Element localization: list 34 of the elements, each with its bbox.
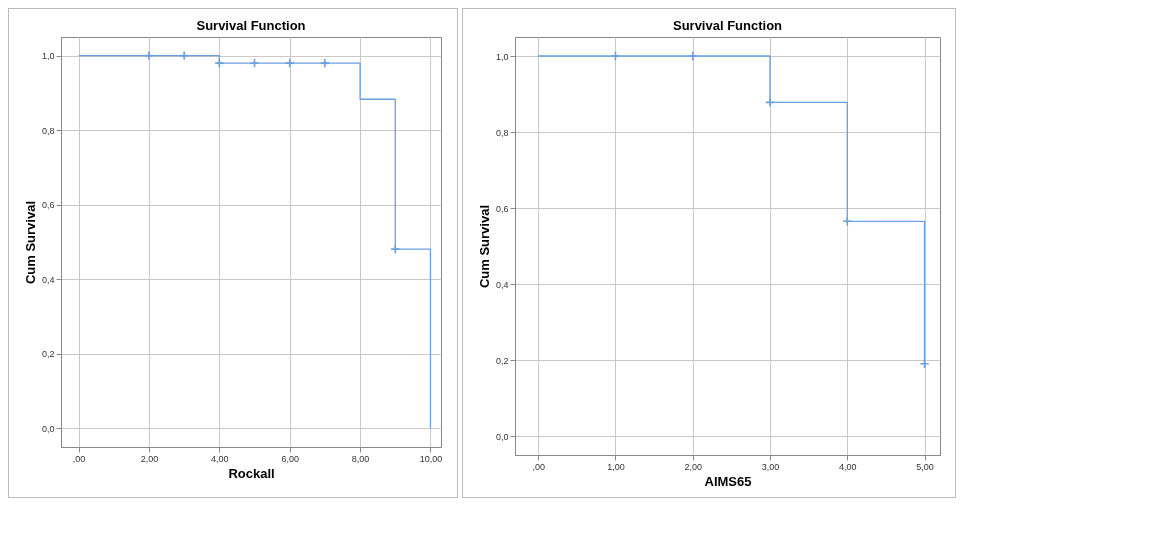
x-tick-label: 10,00 [419, 453, 443, 464]
x-tick-label: 3,00 [761, 461, 780, 472]
x-tick-label: 4,00 [211, 453, 229, 464]
point [390, 244, 401, 255]
y-tick-label: 0,2 [41, 349, 55, 360]
y-axis-title: Cum Survival [22, 200, 38, 285]
x-tick-label: 2,00 [684, 461, 702, 472]
y-tick-label: 0,2 [495, 355, 509, 366]
y-tick-label: 0,4 [495, 279, 509, 290]
x-tick-label: 2,00 [140, 453, 159, 464]
x-axis-title: Rockall [228, 465, 275, 481]
x-tick-label: 5,00 [916, 461, 934, 472]
point [687, 51, 698, 61]
x-tick-label: 8,00 [351, 453, 370, 464]
y-tick-label: 1,0 [495, 51, 509, 62]
x-tick-label: 4,00 [839, 461, 857, 472]
x-tick-label: ,00 [532, 461, 545, 472]
y-tick-label: 1,0 [41, 51, 55, 62]
y-tick-label: 0,0 [41, 423, 55, 434]
y-tick-label: 0,6 [495, 203, 509, 214]
x-tick-label: 6,00 [281, 453, 299, 464]
y-axis-title: Cum Survival [476, 204, 492, 289]
chart-title: Survival Function [196, 18, 306, 33]
point [284, 58, 295, 69]
chart-title: Survival Function [672, 18, 783, 33]
x-tick-label: ,00 [72, 453, 86, 464]
x-axis-title: AIMS65 [704, 473, 752, 489]
y-tick-label: 0,6 [41, 200, 55, 211]
y-tick-label: 0,8 [495, 127, 509, 138]
y-tick-label: 0,0 [495, 431, 509, 442]
point [319, 58, 330, 69]
y-tick-label: 0,4 [41, 274, 55, 285]
y-tick-label: 0,8 [41, 125, 55, 136]
x-tick-label: 1,00 [607, 461, 625, 472]
